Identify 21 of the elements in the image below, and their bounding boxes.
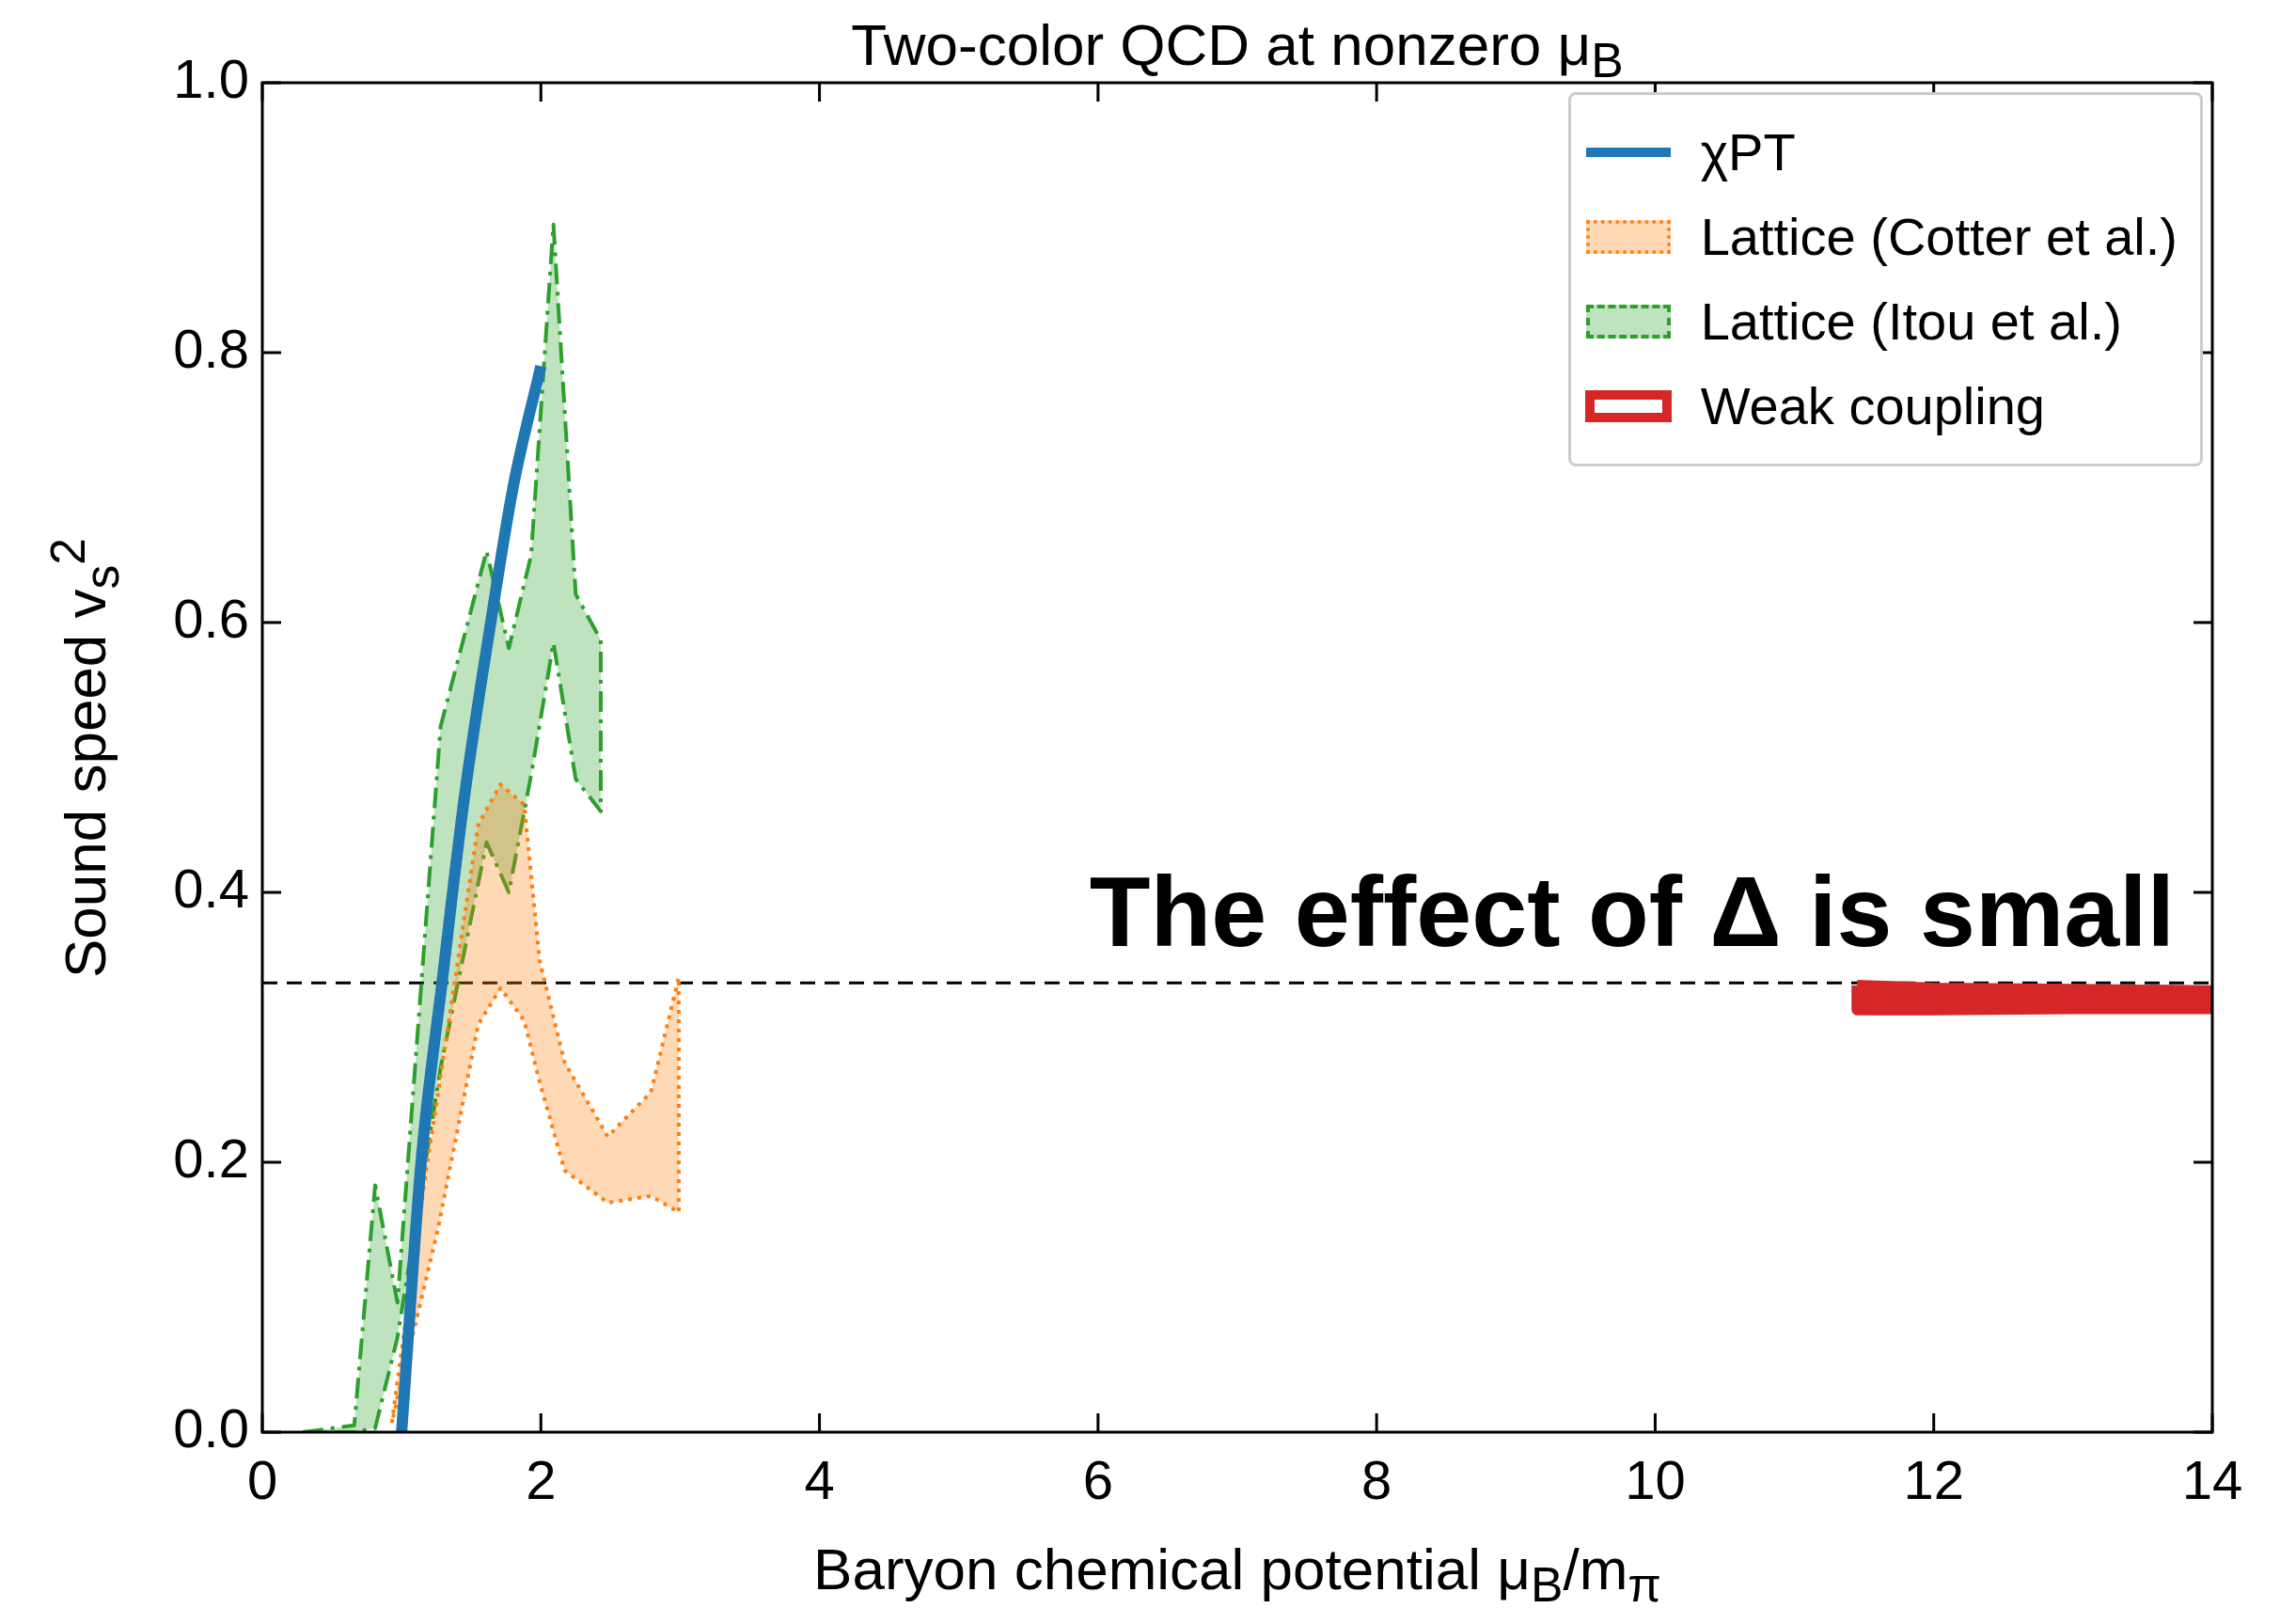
y-tick-label: 0.4 [173, 858, 249, 919]
x-tick-label: 14 [2181, 1448, 2243, 1510]
chart-title: Two-color QCD at nonzero μ$_{B}$ [850, 11, 1625, 90]
x-tick-label: 4 [804, 1448, 835, 1510]
x-tick-label: 10 [1625, 1448, 1686, 1510]
annotation: The effect of Δ is small [1089, 856, 2175, 968]
x-tick-label: 8 [1361, 1448, 1392, 1510]
x-tick-label: 2 [526, 1448, 557, 1510]
legend-label: Lattice (Itou et al.) [1700, 291, 2122, 353]
x-tick-label: 12 [1903, 1448, 1964, 1510]
legend-label: Lattice (Cotter et al.) [1700, 206, 2178, 268]
legend-label: χPT [1700, 121, 1796, 183]
x-tick-label: 0 [246, 1448, 278, 1510]
x-tick-label: 6 [1082, 1448, 1113, 1510]
y-tick-label: 1.0 [173, 48, 249, 109]
x-axis-title: Baryon chemical potential μ$_{B}$/m$_{π}$ [812, 1536, 1662, 1608]
y-tick-label: 0.2 [173, 1127, 249, 1189]
legend-label: Weak coupling [1700, 375, 2045, 437]
y-tick-label: 0.0 [173, 1397, 249, 1458]
y-tick-label: 0.6 [173, 588, 249, 649]
y-tick-label: 0.8 [173, 318, 249, 379]
